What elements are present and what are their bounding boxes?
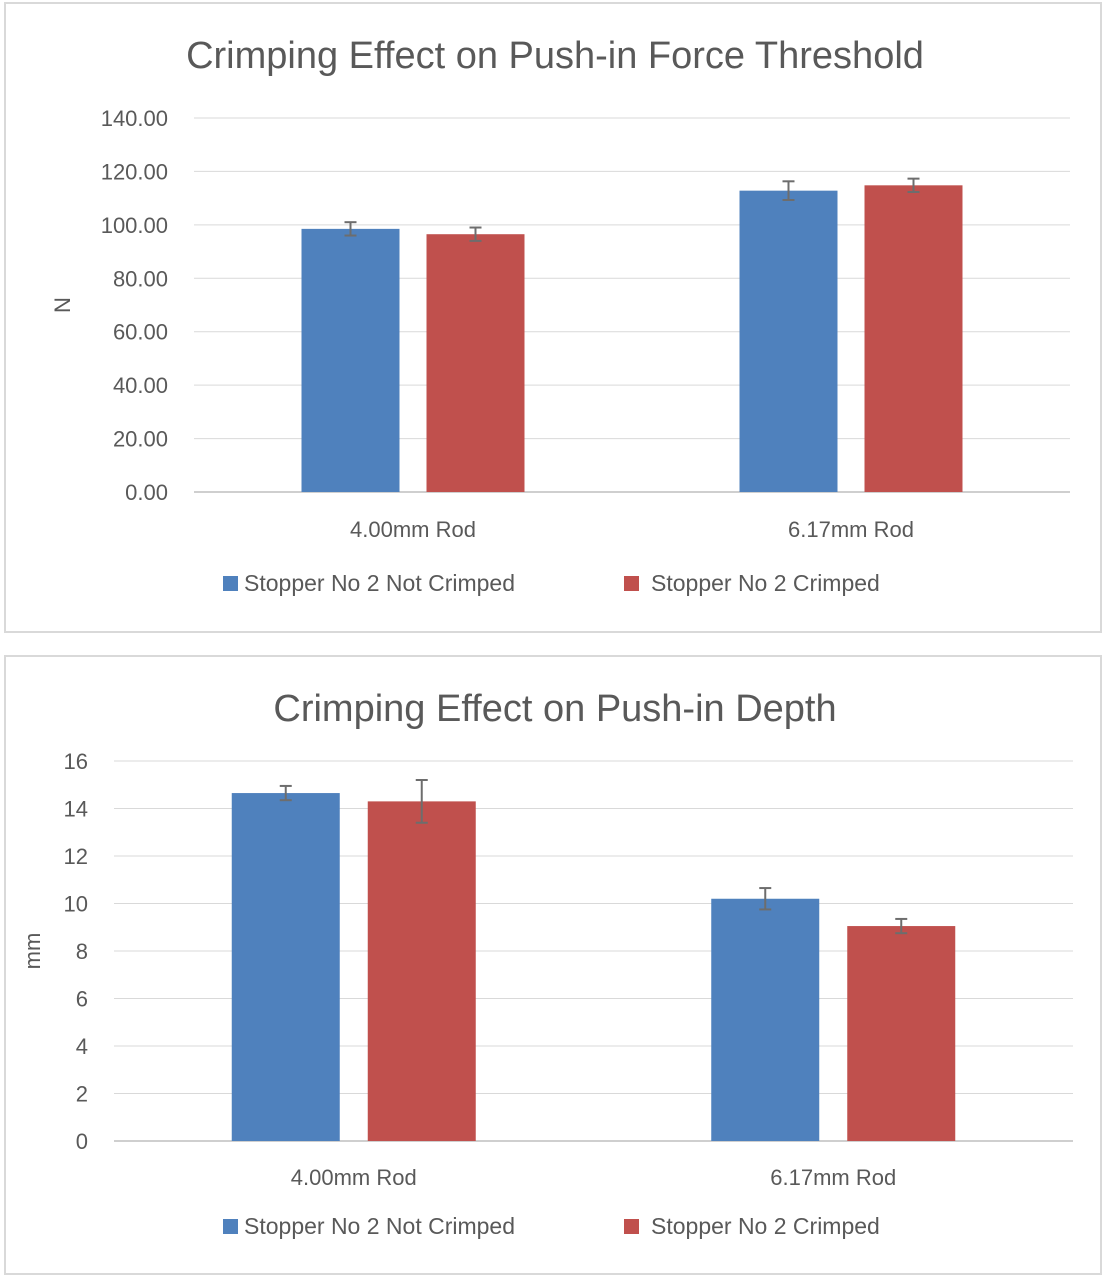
bar	[711, 898, 820, 1141]
chart-push-in-depth: Crimping Effect on Push-in Depth 0 2 4 6 8 10 1…	[4, 655, 1102, 1275]
y-tick-label: 14	[64, 797, 88, 822]
y-tick-label: 80.00	[113, 266, 168, 291]
chart-title: Crimping Effect on Push-in Force Thresho…	[186, 35, 924, 77]
x-category-label: 6.17mm Rod	[788, 517, 914, 542]
chart-force-threshold: Crimping Effect on Push-in Force Thresho…	[4, 2, 1102, 633]
legend-swatch	[223, 1219, 238, 1234]
bar	[231, 793, 340, 1141]
y-axis-label: N	[50, 297, 75, 313]
y-tick-label: 16	[64, 749, 88, 774]
legend-swatch	[223, 576, 238, 591]
y-tick-label: 0.00	[125, 480, 168, 505]
bar	[301, 228, 400, 492]
legend-label: Stopper No 2 Crimped	[651, 570, 880, 596]
y-tick-label: 40.00	[113, 373, 168, 398]
y-tick-label: 6	[76, 987, 88, 1012]
y-tick-label: 12	[64, 844, 88, 869]
y-tick-label: 4	[76, 1034, 88, 1059]
bar	[847, 926, 956, 1141]
y-tick-label: 60.00	[113, 320, 168, 345]
bar	[864, 185, 963, 492]
y-tick-label: 10	[64, 892, 88, 917]
y-tick-label: 2	[76, 1082, 88, 1107]
legend-label: Stopper No 2 Not Crimped	[244, 1213, 515, 1239]
legend-swatch	[624, 576, 639, 591]
y-tick-label: 140.00	[101, 106, 168, 131]
bar	[426, 234, 525, 492]
x-category-label: 4.00mm Rod	[350, 517, 476, 542]
legend-label: Stopper No 2 Not Crimped	[244, 570, 515, 596]
bar	[367, 801, 476, 1141]
y-tick-label: 120.00	[101, 159, 168, 184]
y-tick-label: 20.00	[113, 427, 168, 452]
x-category-label: 6.17mm Rod	[770, 1165, 896, 1190]
chart-force-threshold-svg: Crimping Effect on Push-in Force Thresho…	[50, 35, 1070, 596]
chart-title: Crimping Effect on Push-in Depth	[273, 688, 836, 730]
y-tick-label: 0	[76, 1129, 88, 1154]
legend-swatch	[624, 1219, 639, 1234]
y-tick-label: 8	[76, 939, 88, 964]
legend-label: Stopper No 2 Crimped	[651, 1213, 880, 1239]
y-tick-label: 100.00	[101, 213, 168, 238]
chart-push-in-depth-svg: Crimping Effect on Push-in Depth 0 2 4 6 8 10 1…	[20, 688, 1073, 1239]
bar	[739, 190, 838, 493]
y-axis-label: mm	[20, 933, 45, 970]
x-category-label: 4.00mm Rod	[291, 1165, 417, 1190]
